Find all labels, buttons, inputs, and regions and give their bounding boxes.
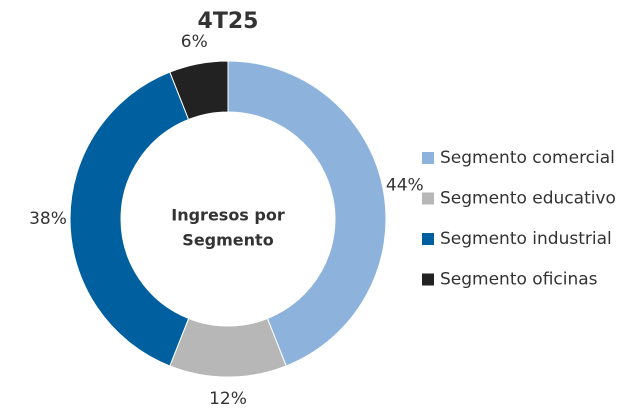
slice-label: 12% (209, 389, 247, 409)
slice-label: 6% (181, 32, 208, 52)
legend-label: Segmento oficinas (440, 270, 598, 290)
slice-label: 44% (386, 175, 424, 195)
center-label: Ingresos por (171, 206, 285, 225)
legend-label: Segmento industrial (440, 229, 612, 249)
slice-label: 38% (29, 209, 67, 229)
legend-label: Segmento comercial (440, 148, 615, 168)
legend-swatch (422, 273, 434, 286)
legend-swatch (422, 152, 434, 164)
legend-swatch (422, 233, 434, 245)
donut-slice (69, 71, 190, 367)
legend-label: Segmento educativo (440, 189, 616, 209)
center-label: Segmento (182, 231, 273, 250)
donut-slice (169, 317, 287, 378)
donut-slice (169, 60, 229, 121)
donut-slice (227, 60, 387, 367)
chart-title: 4T25 (198, 9, 259, 34)
legend-swatch (422, 192, 434, 205)
